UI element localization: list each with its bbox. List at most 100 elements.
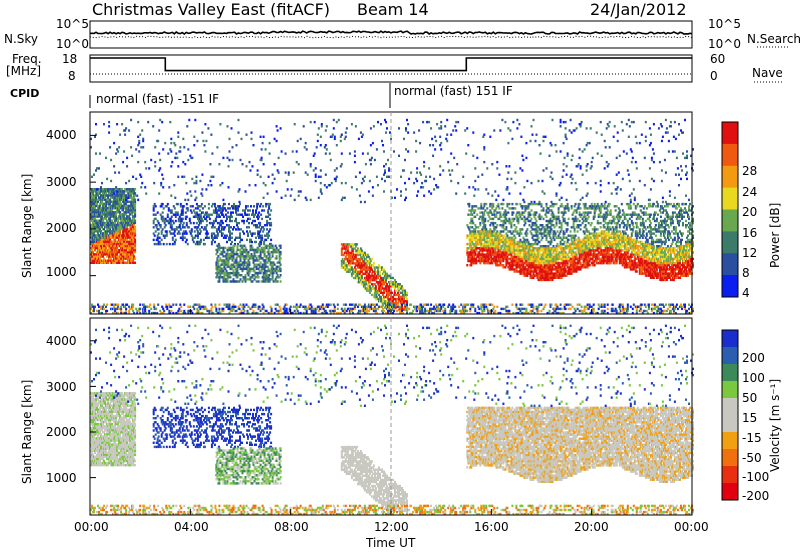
power-cell <box>261 217 264 221</box>
power-cell <box>534 261 537 265</box>
power-cell <box>224 267 227 271</box>
power-cell <box>543 234 546 237</box>
power-cell <box>253 274 256 277</box>
power-cell <box>528 268 531 271</box>
power-cell <box>555 261 558 265</box>
power-cell <box>476 213 479 216</box>
power-cell <box>499 257 502 261</box>
power-cell <box>582 219 585 223</box>
power-cell <box>492 221 495 225</box>
power-cell <box>520 261 523 265</box>
power-ytick-2000: 2000 <box>46 221 77 235</box>
power-cell <box>235 209 237 212</box>
power-cell <box>159 226 162 229</box>
power-cell <box>565 236 568 239</box>
power-cell <box>369 260 372 263</box>
power-cell <box>565 259 568 263</box>
power-cell <box>466 249 469 252</box>
power-cell <box>170 232 173 235</box>
power-cell <box>231 232 233 235</box>
power-cell <box>215 209 218 212</box>
velocity-ytick-1000: 1000 <box>46 471 77 485</box>
noise-right-tick-low: 10^0 <box>708 37 741 51</box>
velocity-ytick-4000: 4000 <box>46 334 77 348</box>
power-cell <box>489 249 492 252</box>
power-cell <box>539 224 542 227</box>
power-cell <box>524 242 527 246</box>
power-cell <box>519 257 522 261</box>
power-cell <box>125 206 128 210</box>
power-cell <box>347 251 350 254</box>
power-cell <box>99 198 101 201</box>
power-cell <box>524 268 527 271</box>
power-cell <box>522 236 525 239</box>
power-cell <box>357 253 360 257</box>
power-cell <box>536 234 539 237</box>
power-cell <box>500 259 503 263</box>
power-cell <box>253 224 255 227</box>
power-cell <box>527 207 530 210</box>
power-cell <box>244 274 247 277</box>
power-cell <box>533 266 536 269</box>
power-cell <box>240 255 243 258</box>
power-cell <box>159 242 162 246</box>
power-cell <box>110 257 113 260</box>
power-cell <box>242 230 244 233</box>
power-cell <box>181 234 184 237</box>
power-cell <box>160 232 163 235</box>
power-cell <box>394 278 396 282</box>
power-cell <box>545 202 548 206</box>
power-cell <box>340 264 343 267</box>
power-cell <box>369 278 372 282</box>
power-cell <box>114 238 117 241</box>
power-cell <box>503 211 506 214</box>
power-cell <box>261 209 264 212</box>
power-cell <box>100 244 102 248</box>
power-cell <box>578 259 581 263</box>
xtick-3: 12:00 <box>374 520 409 534</box>
power-cell <box>533 202 536 206</box>
power-cell <box>251 246 254 250</box>
power-cell <box>401 300 403 303</box>
power-cell <box>519 240 522 244</box>
power-cell <box>266 261 269 264</box>
power-cell <box>560 249 563 252</box>
power-cell <box>365 276 368 280</box>
power-cell <box>502 224 505 227</box>
power-cell <box>505 232 508 235</box>
power-cell <box>495 240 498 244</box>
power-cell <box>93 261 95 264</box>
power-cell <box>508 202 511 206</box>
power-cell <box>168 242 171 246</box>
power-cell <box>498 253 501 256</box>
power-cell <box>221 232 224 235</box>
power-cell <box>377 272 379 275</box>
power-cell <box>495 234 498 237</box>
power-cell <box>482 207 485 210</box>
power-cell <box>479 261 482 265</box>
power-cell <box>204 226 207 229</box>
power-cell <box>132 200 135 203</box>
power-cell <box>481 234 484 237</box>
power-cell <box>481 236 484 239</box>
power-cell <box>371 264 374 267</box>
power-cell <box>120 192 123 195</box>
power-cell <box>572 257 575 261</box>
power-cell <box>506 205 509 208</box>
power-cell <box>533 251 536 254</box>
power-cell <box>555 266 558 269</box>
power-cell <box>221 226 224 229</box>
power-cell <box>258 232 261 235</box>
power-cell <box>506 219 509 223</box>
power-cell <box>162 207 165 210</box>
power-cell <box>233 265 236 268</box>
power-cell <box>221 263 224 266</box>
power-cell <box>160 205 163 208</box>
power-cell <box>555 221 558 225</box>
power-cell <box>261 238 264 242</box>
power-cell <box>523 211 526 214</box>
power-cell <box>279 253 282 256</box>
power-cell <box>233 261 236 264</box>
power-cell <box>198 209 201 212</box>
power-cell <box>402 287 404 290</box>
